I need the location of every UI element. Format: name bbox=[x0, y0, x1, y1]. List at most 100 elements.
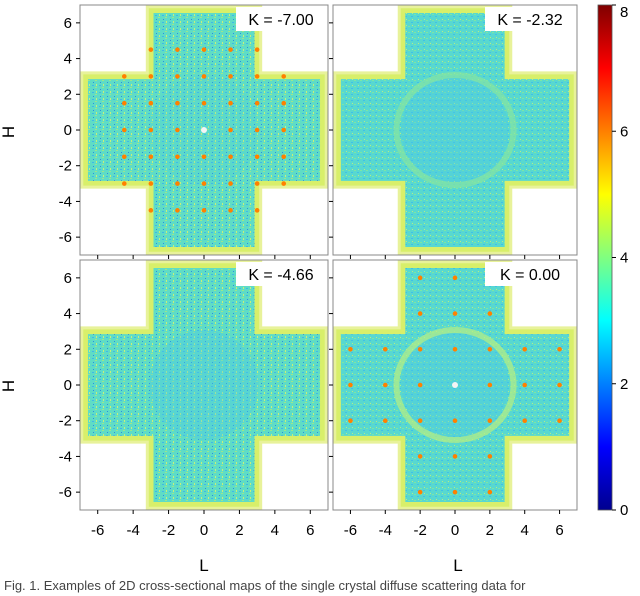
k-label: K = -7.00 bbox=[248, 12, 313, 29]
k-label: K = -2.32 bbox=[497, 12, 562, 29]
bragg-peak bbox=[148, 181, 154, 186]
panel-4: K = 0.00 -6 -4 -2 0 2 4 6 bbox=[329, 259, 578, 539]
bragg-peak bbox=[487, 489, 493, 495]
panel-2: K = -2.32 bbox=[329, 4, 578, 259]
bragg-peak bbox=[148, 127, 154, 133]
bragg-peak bbox=[281, 74, 287, 79]
x-tick-label: -6 bbox=[91, 522, 104, 539]
bragg-peak bbox=[452, 454, 458, 459]
bragg-peak bbox=[175, 74, 180, 79]
x-tick-label: 6 bbox=[555, 522, 563, 539]
bragg-peak bbox=[228, 100, 233, 106]
cross-region bbox=[87, 268, 321, 502]
bragg-peak bbox=[201, 74, 207, 79]
bragg-peak bbox=[121, 181, 127, 186]
central-peak bbox=[201, 127, 207, 133]
panel-1: K = -7.00 -6 -4 -2 0 2 4 6 bbox=[59, 4, 329, 259]
figure-caption: Fig. 1. Examples of 2D cross-sectional m… bbox=[4, 578, 526, 593]
bragg-peak bbox=[254, 100, 260, 106]
bragg-peak bbox=[228, 127, 233, 133]
bragg-peak bbox=[121, 100, 127, 106]
k-label-box bbox=[485, 7, 575, 31]
x-tick-label: 6 bbox=[306, 522, 314, 539]
bragg-peak bbox=[201, 154, 207, 160]
bragg-peak bbox=[417, 311, 423, 316]
bragg-peak bbox=[228, 74, 233, 79]
bragg-peak bbox=[452, 311, 458, 316]
bragg-peak bbox=[254, 74, 260, 79]
bragg-peak bbox=[557, 418, 562, 424]
y-tick-label: -4 bbox=[59, 193, 72, 210]
central-diffuse bbox=[401, 75, 509, 185]
bragg-peak bbox=[348, 418, 353, 424]
bragg-peak bbox=[417, 418, 423, 424]
y-tick-label: -2 bbox=[59, 158, 72, 175]
central-diffuse bbox=[149, 330, 259, 440]
x-axis-title-right: L bbox=[453, 556, 462, 575]
y-tick-label: 4 bbox=[64, 51, 72, 68]
k-label-box bbox=[236, 262, 326, 286]
bragg-peak bbox=[121, 74, 127, 79]
bragg-peak bbox=[281, 127, 287, 133]
bragg-peak bbox=[201, 100, 207, 106]
x-tick-label: 0 bbox=[200, 522, 208, 539]
bragg-peak bbox=[487, 454, 493, 459]
bragg-peak bbox=[201, 208, 207, 213]
y-tick-label: 6 bbox=[64, 15, 72, 32]
colorbar-tick-label: 4 bbox=[620, 250, 628, 267]
k-label: K = -4.66 bbox=[248, 267, 313, 284]
y-tick-label: 0 bbox=[64, 122, 72, 139]
x-tick-label: 4 bbox=[271, 522, 279, 539]
bragg-peak bbox=[452, 418, 458, 424]
x-tick-label: 2 bbox=[486, 522, 494, 539]
bragg-peak bbox=[254, 181, 260, 186]
colorbar-tick-label: 8 bbox=[620, 4, 628, 21]
bragg-peak bbox=[557, 382, 562, 388]
bragg-peak bbox=[557, 346, 562, 352]
bragg-peak bbox=[382, 346, 388, 352]
bragg-peak bbox=[201, 47, 207, 52]
y-tick-label: 2 bbox=[64, 341, 72, 358]
bragg-peak bbox=[148, 154, 154, 160]
x-tick-label: -6 bbox=[344, 522, 357, 539]
bragg-peak bbox=[522, 418, 528, 424]
bragg-peak bbox=[148, 74, 154, 79]
bragg-peak bbox=[175, 127, 180, 133]
bragg-peak bbox=[487, 346, 493, 352]
y-tick-label: -2 bbox=[59, 413, 72, 430]
bragg-peak bbox=[254, 127, 260, 133]
bragg-peak bbox=[148, 47, 154, 52]
x-tick-label: -2 bbox=[413, 522, 426, 539]
bragg-peak bbox=[121, 154, 127, 160]
y-tick-label: -4 bbox=[59, 448, 72, 465]
bragg-peak bbox=[348, 382, 353, 388]
bragg-peak bbox=[382, 418, 388, 424]
k-label: K = 0.00 bbox=[500, 267, 560, 284]
x-tick-label: -4 bbox=[126, 522, 139, 539]
panel-3: K = -4.66 -6 -4 -2 0 2 4 6 -6 -4 -2 0 2 4 6 bbox=[59, 259, 329, 539]
bragg-peak bbox=[487, 382, 493, 388]
y-tick-label: -6 bbox=[59, 484, 72, 501]
bragg-peak bbox=[148, 208, 154, 213]
bragg-peak bbox=[487, 418, 493, 424]
bragg-peak bbox=[281, 100, 287, 106]
bragg-peak bbox=[175, 47, 180, 52]
bragg-peak bbox=[522, 346, 528, 352]
bragg-peak bbox=[452, 346, 458, 352]
y-tick-label: 4 bbox=[64, 306, 72, 323]
bragg-peak bbox=[417, 382, 423, 388]
bragg-peak bbox=[175, 208, 180, 213]
bragg-peak bbox=[228, 181, 233, 186]
y-tick-label: 6 bbox=[64, 270, 72, 287]
colorbar-gradient bbox=[597, 4, 613, 511]
colorbar-tick-label: 0 bbox=[620, 502, 628, 519]
bragg-peak bbox=[452, 275, 458, 281]
bragg-peak bbox=[228, 47, 233, 52]
bragg-peak bbox=[417, 454, 423, 459]
x-tick-label: 0 bbox=[451, 522, 459, 539]
y-axis-title-bottom: H bbox=[0, 380, 18, 392]
colorbar-tick-label: 2 bbox=[620, 376, 628, 393]
bragg-peak bbox=[175, 100, 180, 106]
bragg-peak bbox=[254, 208, 260, 213]
